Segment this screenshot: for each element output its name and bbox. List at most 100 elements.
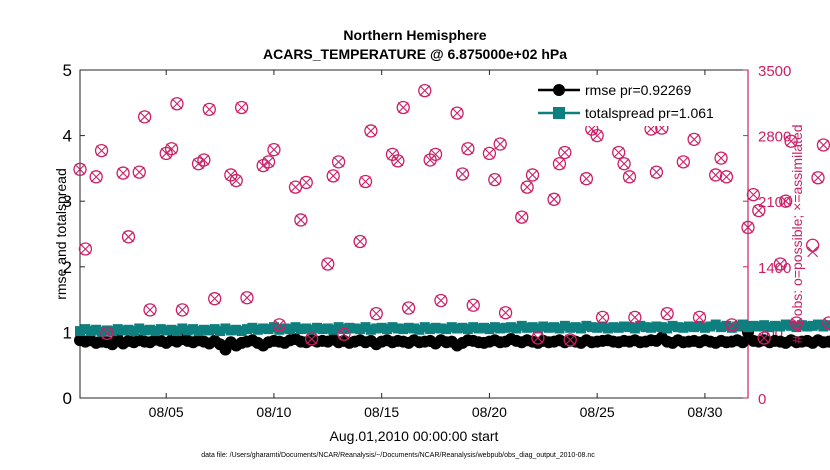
obs-assimilated-point [774, 258, 786, 270]
totalspread-point [225, 325, 236, 336]
obs-possible-point [719, 170, 734, 184]
obs-assimilated-point [624, 171, 635, 183]
obs-assimilated-point [365, 125, 377, 137]
totalspread-point [737, 319, 748, 330]
totalspread-point [387, 322, 398, 333]
legend-rmse-label: rmse pr=0.92269 [585, 82, 691, 98]
totalspread-point [215, 326, 226, 337]
obs-assimilated-stroke [144, 304, 156, 316]
totalspread-point [581, 320, 592, 331]
obs-assimilated-stroke [807, 246, 819, 258]
obs-assimilated-stroke [360, 176, 371, 187]
obs-assimilated-stroke [661, 308, 673, 320]
totalspread-point [274, 324, 285, 335]
obs-assimilated-point [780, 195, 792, 207]
obs-possible-point [773, 257, 787, 271]
obs-possible-point [294, 213, 308, 227]
totalspread-point [328, 324, 339, 335]
obs-assimilated-stroke [306, 333, 318, 345]
totalspread-point [522, 322, 533, 333]
obs-assimilated-point [360, 176, 371, 187]
obs-assimilated-point [290, 181, 301, 193]
totalspread-point [177, 323, 188, 334]
obs-assimilated-point [387, 148, 398, 160]
obs-possible-point [466, 298, 480, 312]
totalspread-point [220, 323, 231, 334]
totalspread-point [155, 324, 166, 335]
totalspread-point [150, 326, 161, 337]
obs-assimilated-stroke [688, 133, 700, 145]
obs-assimilated-stroke [397, 102, 409, 113]
obs-assimilated-stroke [203, 103, 215, 115]
obs-possible-point [197, 153, 211, 167]
obs-possible-point [428, 147, 443, 161]
totalspread-point [656, 322, 667, 333]
y-axis-right-label: # of obs: o=possible; ×=assimilated [789, 124, 805, 343]
obs-assimilated-stroke [758, 332, 770, 344]
totalspread-point [516, 320, 527, 331]
totalspread-point [295, 324, 306, 335]
totalspread-point [236, 326, 247, 337]
obs-assimilated-point [273, 319, 285, 331]
totalspread-point [489, 322, 500, 333]
obs-assimilated-stroke [532, 332, 544, 344]
x-tick-label: 08/05 [149, 404, 184, 420]
y-left-tick-label: 1 [63, 323, 72, 342]
obs-assimilated-point [554, 158, 565, 170]
obs-possible-point [612, 145, 626, 160]
legend-totalspread-label: totalspread pr=1.061 [585, 105, 714, 121]
totalspread-point [263, 324, 274, 335]
obs-assimilated-point [451, 107, 463, 119]
obs-assimilated-stroke [230, 175, 242, 186]
obs-assimilated-stroke [263, 156, 274, 168]
obs-assimilated-stroke [527, 169, 538, 181]
obs-assimilated-stroke [715, 152, 727, 164]
totalspread-point [145, 324, 156, 335]
totalspread-point [349, 323, 360, 334]
obs-assimilated-point [651, 166, 662, 178]
obs-assimilated-stroke [624, 171, 635, 183]
obs-assimilated-stroke [209, 293, 221, 305]
obs-assimilated-point [694, 312, 705, 323]
obs-assimilated-stroke [494, 138, 506, 150]
totalspread-point [118, 325, 129, 336]
obs-assimilated-point [338, 328, 350, 340]
obs-assimilated-stroke [516, 211, 528, 223]
obs-assimilated-stroke [392, 155, 404, 167]
obs-possible-point [617, 157, 631, 171]
obs-assimilated-stroke [489, 174, 501, 186]
obs-assimilated-stroke [564, 334, 576, 346]
y-right-tick-label: 0 [758, 391, 766, 408]
totalspread-point [570, 322, 581, 333]
obs-possible-point [143, 303, 157, 317]
totalspread-point [699, 322, 710, 333]
obs-assimilated-stroke [753, 205, 765, 216]
totalspread-point [182, 325, 193, 336]
obs-possible-point [784, 134, 798, 148]
totalspread-point [791, 322, 802, 333]
obs-assimilated-stroke [521, 181, 533, 193]
x-tick-label: 08/20 [472, 404, 507, 420]
obs-assimilated-point [494, 138, 506, 150]
obs-assimilated-point [435, 295, 447, 306]
totalspread-point [484, 324, 495, 335]
obs-possible-point [482, 146, 497, 161]
obs-possible-point [94, 143, 109, 158]
obs-possible-point [116, 166, 130, 180]
obs-assimilated-stroke [467, 299, 479, 311]
totalspread-point [419, 322, 430, 333]
obs-possible-point [822, 316, 830, 330]
obs-assimilated-point [236, 102, 248, 113]
obs-assimilated-stroke [370, 308, 382, 320]
obs-possible-point [304, 332, 319, 346]
obs-assimilated-stroke [629, 312, 641, 323]
obs-possible-point [746, 187, 761, 202]
obs-possible-point [164, 142, 179, 156]
obs-assimilated-stroke [387, 148, 398, 160]
obs-assimilated-stroke [785, 135, 797, 147]
obs-assimilated-point [489, 174, 501, 186]
obs-possible-point [590, 128, 604, 143]
totalspread-point [710, 319, 721, 330]
totalspread-point [462, 324, 473, 335]
totalspread-point [209, 324, 220, 335]
